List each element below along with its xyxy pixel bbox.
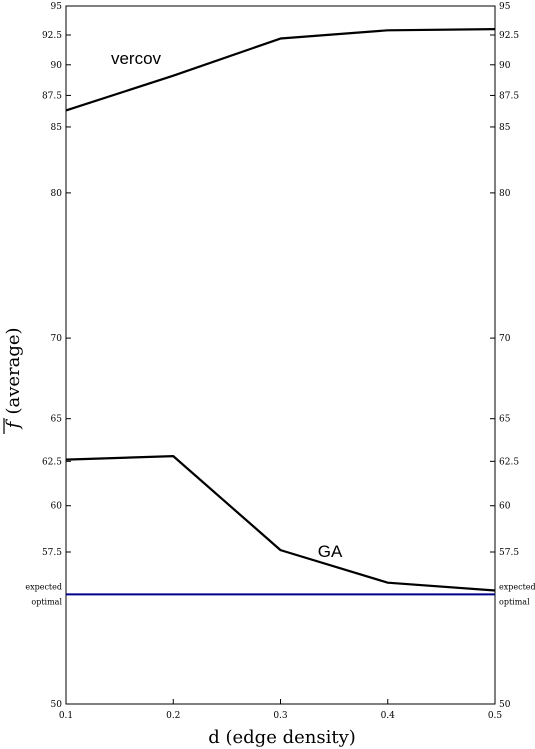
y-axis-label-symbol: f xyxy=(3,418,24,430)
expected-optimal-line: expected optimal expected optimal xyxy=(25,582,535,606)
series-label-vercov: vercov xyxy=(111,49,162,68)
y-tick-label-left: 92.5 xyxy=(42,31,62,41)
y-tick-label-left: 62.5 xyxy=(42,457,62,467)
series-line-ga xyxy=(65,455,496,592)
y-axis-label-text: (average) xyxy=(3,327,24,414)
y-axis-right: 50 57.5 60 62.5 65 70 80 85 87.5 90 92.5 95 xyxy=(490,2,519,710)
y-tick-label-right: 70 xyxy=(499,334,511,344)
y-tick-label-left: 85 xyxy=(51,123,63,133)
y-tick-label-left: 90 xyxy=(51,61,63,71)
reference-label-left-line1: expected xyxy=(25,582,62,591)
y-tick-label-right: 87.5 xyxy=(499,91,519,101)
reference-label-right-line2: optimal xyxy=(499,597,530,606)
y-tick-label-right: 50 xyxy=(499,700,511,710)
series-group: vercov GA xyxy=(65,28,496,592)
x-tick-label: 0.1 xyxy=(59,711,73,721)
y-tick-label-right: 65 xyxy=(499,415,511,425)
reference-label-left-line2: optimal xyxy=(31,597,62,606)
y-tick-label-left: 70 xyxy=(51,334,63,344)
y-tick-label-right: 80 xyxy=(499,189,511,199)
y-tick-label-left: 80 xyxy=(51,189,63,199)
x-tick-label: 0.2 xyxy=(166,711,180,721)
x-tick-label: 0.5 xyxy=(488,711,503,721)
plot-frame xyxy=(65,5,496,705)
series-label-ga: GA xyxy=(318,542,343,561)
y-tick-label-right: 92.5 xyxy=(499,31,519,41)
y-tick-label-left: 57.5 xyxy=(42,548,62,558)
y-tick-label-right: 62.5 xyxy=(499,457,519,467)
y-tick-label-right: 57.5 xyxy=(499,548,519,558)
x-axis: 0.1 0.2 0.3 0.4 0.5 xyxy=(59,699,503,721)
y-tick-label-left: 95 xyxy=(51,2,63,12)
reference-label-right-line1: expected xyxy=(499,582,535,591)
x-tick-label: 0.4 xyxy=(381,711,396,721)
y-tick-label-right: 95 xyxy=(499,2,511,12)
x-tick-label: 0.3 xyxy=(273,711,288,721)
x-axis-label: d (edge density) xyxy=(208,727,356,748)
y-tick-label-left: 50 xyxy=(51,700,63,710)
y-tick-label-left: 87.5 xyxy=(42,91,62,101)
y-tick-label-right: 90 xyxy=(499,61,511,71)
y-axis-label: f (average) xyxy=(3,327,24,430)
y-axis-left: 50 57.5 60 62.5 65 70 80 85 87.5 90 92.5 95 xyxy=(42,2,71,710)
y-tick-label-left: 65 xyxy=(51,415,63,425)
y-tick-label-left: 60 xyxy=(51,502,63,512)
series-line-vercov xyxy=(65,28,496,112)
y-tick-label-right: 85 xyxy=(499,123,511,133)
y-tick-label-right: 60 xyxy=(499,502,511,512)
plot-border xyxy=(65,5,496,705)
